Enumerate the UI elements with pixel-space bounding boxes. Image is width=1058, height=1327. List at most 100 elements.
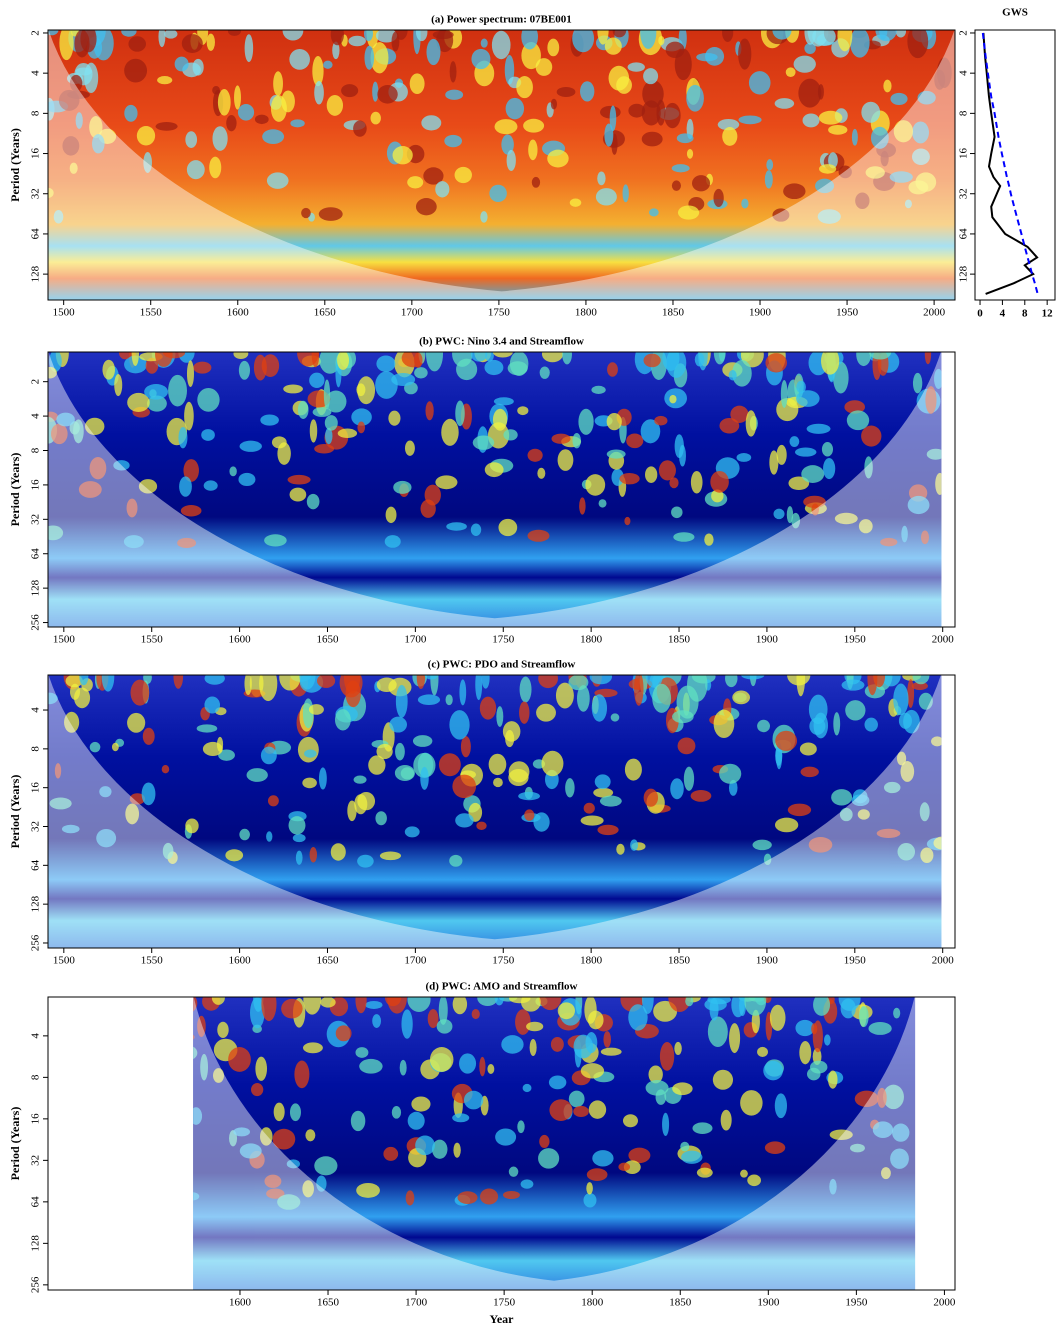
panel-title: (b) PWC: Nino 3.4 and Streamflow [419,336,584,348]
x-tick-label: 1600 [229,1297,252,1309]
x-tick-label: 1550 [140,307,163,319]
plot-frame [47,674,956,949]
wavelet-image [48,675,942,948]
cone-of-influence [48,675,942,948]
x-tick-label: 1800 [575,307,598,319]
y-tick-label: 8 [30,1074,42,1080]
x-tick-label: 1650 [316,634,339,646]
panel-title: (d) PWC: AMO and Streamflow [426,981,578,993]
y-tick-label: 64 [30,548,42,560]
x-tick-label: 1500 [53,634,76,646]
x-tick-label: 1900 [756,955,779,967]
x-tick-label: 2000 [932,634,955,646]
x-tick-label: 1600 [227,307,250,319]
x-tick-label: 1650 [317,1297,340,1309]
x-tick-label: 1700 [401,307,424,319]
y-tick-label: 256 [30,614,42,631]
wavelet-image [48,30,955,300]
x-tick-label: 1700 [404,955,427,967]
gws-line [981,32,1039,295]
wavelet-image [193,997,916,1290]
y-tick-label: 2 [958,30,970,36]
y-tick-label: 8 [30,746,42,752]
x-tick-label: 1550 [141,634,164,646]
x-tick-label: 1750 [492,955,515,967]
y-tick-label: 16 [30,782,42,794]
x-tick-label: 1650 [314,307,337,319]
x-tick-label: 2000 [923,307,946,319]
x-tick-label: 1600 [229,955,252,967]
gws-line [982,32,1039,295]
y-tick-label: 128 [30,895,42,912]
panel-title: (c) PWC: PDO and Streamflow [428,659,576,671]
wavelet-image [48,352,942,627]
y-tick-label: 64 [958,228,970,240]
x-tick-label: 1900 [749,307,772,319]
y-tick-label: 2 [30,379,42,385]
x-tick-label: 1550 [141,955,164,967]
x-tick-label: 1850 [668,955,691,967]
y-tick-label: 4 [30,707,42,713]
x-tick-label: 1800 [580,955,603,967]
y-axis-label: Period (Years) [8,775,22,849]
y-tick-label: 4 [958,70,970,76]
y-axis-label: Period (Years) [8,453,22,527]
plot-frame [47,29,956,301]
y-tick-label: 128 [30,265,42,282]
x-tick-label: 1800 [581,1297,604,1309]
y-tick-label: 32 [30,1155,42,1166]
x-tick-label: 1750 [493,1297,516,1309]
plot-frame [974,29,1056,301]
y-tick-label: 128 [958,265,970,282]
x-tick-label: 0 [977,308,983,320]
y-tick-label: 256 [30,934,42,951]
y-tick-label: 4 [30,70,42,76]
x-tick-label: 1950 [845,1297,868,1309]
y-tick-label: 256 [30,1276,42,1293]
x-tick-label: 1850 [668,634,691,646]
panel-title: GWS [1002,7,1028,19]
y-tick-label: 8 [30,110,42,116]
x-tick-label: 1600 [229,634,252,646]
x-tick-label: 1650 [316,955,339,967]
cone-of-influence [48,352,942,627]
plot-frame [47,996,956,1291]
x-tick-label: 1900 [756,634,779,646]
y-tick-label: 4 [30,413,42,419]
y-tick-label: 16 [958,148,970,160]
y-tick-label: 8 [30,447,42,453]
x-axis-label: Year [490,1312,515,1326]
plot-frame [47,351,956,628]
x-tick-label: 1850 [669,1297,692,1309]
y-tick-label: 4 [30,1033,42,1039]
x-tick-label: 12 [1042,308,1054,320]
y-tick-label: 16 [30,148,42,160]
panel-title: (a) Power spectrum: 07BE001 [431,14,572,26]
y-tick-label: 64 [30,1196,42,1208]
x-tick-label: 1700 [404,634,427,646]
y-tick-label: 128 [30,579,42,596]
y-tick-label: 128 [30,1235,42,1252]
y-tick-label: 16 [30,1113,42,1125]
x-tick-label: 2000 [932,955,955,967]
x-tick-label: 1900 [757,1297,780,1309]
y-tick-label: 32 [30,821,42,832]
x-tick-label: 1700 [405,1297,428,1309]
x-tick-label: 2000 [933,1297,956,1309]
cone-of-influence [48,30,955,300]
x-tick-label: 1500 [53,955,76,967]
x-tick-label: 1950 [836,307,859,319]
x-tick-label: 1500 [53,307,76,319]
x-tick-label: 1800 [580,634,603,646]
y-tick-label: 8 [958,110,970,116]
y-tick-label: 2 [30,30,42,36]
x-tick-label: 8 [1022,308,1028,320]
y-tick-label: 32 [30,514,42,525]
cone-of-influence [193,997,916,1290]
y-tick-label: 64 [30,859,42,871]
x-tick-label: 1750 [488,307,511,319]
y-axis-label: Period (Years) [8,1107,22,1181]
x-tick-label: 1950 [844,634,867,646]
y-axis-label: Period (Years) [8,128,22,202]
